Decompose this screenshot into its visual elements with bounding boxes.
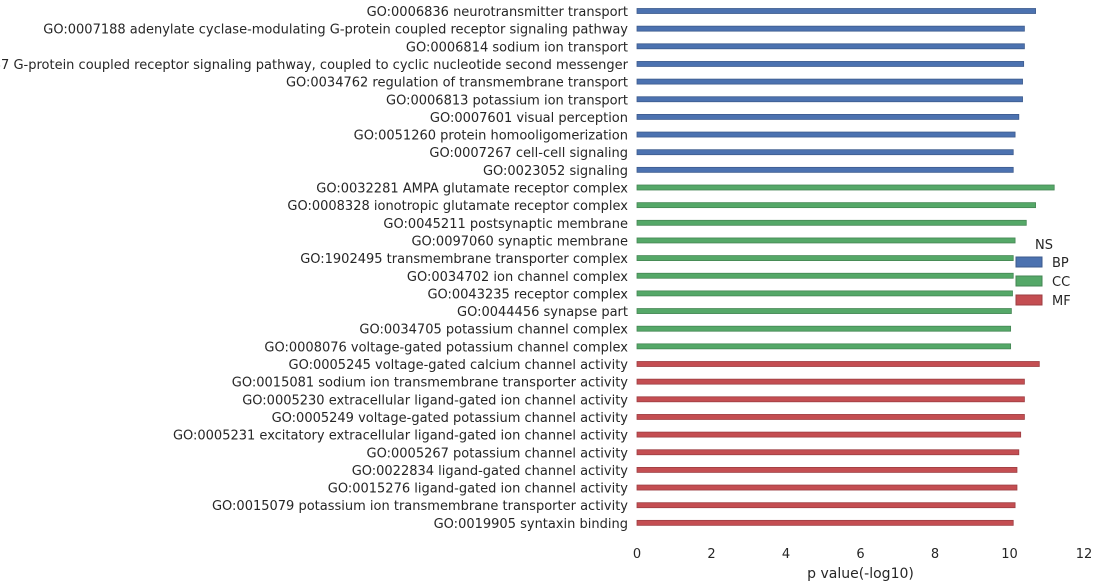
legend-swatch-mf	[1015, 294, 1043, 306]
legend-swatch-bp	[1015, 256, 1043, 268]
bar-bp	[636, 43, 1025, 50]
category-label: GO:0043235 receptor complex	[427, 287, 628, 302]
category-label: GO:0034762 regulation of transmembrane t…	[286, 76, 628, 91]
bar-mf	[636, 396, 1025, 403]
x-axis-title: p value(-log10)	[807, 566, 914, 582]
category-label: GO:0015079 potassium ion transmembrane t…	[212, 499, 628, 514]
bar-bp	[636, 149, 1014, 156]
category-label: GO:0005230 extracellular ligand-gated io…	[242, 393, 628, 408]
bar-cc	[636, 237, 1016, 244]
legend-swatch-cc	[1015, 275, 1043, 287]
legend-label-cc: CC	[1052, 275, 1070, 290]
category-label: GO:0044456 synapse part	[457, 305, 628, 320]
category-label: GO:0006836 neurotransmitter transport	[367, 5, 628, 20]
bar-mf	[636, 378, 1025, 385]
bar-cc	[636, 290, 1013, 297]
bar-mf	[636, 484, 1018, 491]
category-label: GO:0015081 sodium ion transmembrane tran…	[232, 376, 628, 391]
category-label: GO:0007187 G-protein coupled receptor si…	[0, 58, 629, 73]
category-label: GO:0034705 potassium channel complex	[359, 323, 628, 338]
category-label: GO:0008076 voltage-gated potassium chann…	[264, 340, 628, 355]
bar-mf	[636, 449, 1020, 456]
bar-cc	[636, 308, 1012, 314]
bar-bp	[636, 8, 1036, 14]
category-label: GO:0051260 protein homooligomerization	[354, 129, 628, 144]
legend-label-bp: BP	[1052, 256, 1069, 271]
category-label: GO:0006814 sodium ion transport	[406, 40, 628, 55]
legend-title: NS	[1035, 238, 1053, 253]
bar-cc	[636, 272, 1014, 279]
bar-bp	[636, 78, 1023, 85]
bar-cc	[636, 343, 1012, 350]
bar-bp	[636, 25, 1025, 32]
category-label: GO:0015276 ligand-gated ion channel acti…	[328, 482, 629, 497]
category-labels: GO:0006836 neurotransmitter transport GO:…	[0, 5, 629, 532]
x-tick-label: 10	[1001, 547, 1018, 562]
category-label: GO:1902495 transmembrane transporter com…	[300, 252, 628, 267]
bar-mf	[636, 414, 1025, 420]
bar-bp	[636, 131, 1016, 138]
bar-mf	[636, 502, 1016, 509]
bar-bp	[636, 96, 1023, 103]
category-label: GO:0006813 potassium ion transport	[386, 93, 628, 108]
category-label: GO:0022834 ligand-gated channel activity	[352, 464, 629, 479]
x-tick-label: 0	[633, 547, 641, 562]
category-label: GO:0005267 potassium channel activity	[367, 446, 629, 461]
bar-cc	[636, 255, 1014, 262]
x-tick-label: 8	[931, 547, 939, 562]
category-label: GO:0032281 AMPA glutamate receptor compl…	[316, 182, 628, 197]
x-tick-label: 6	[856, 547, 864, 562]
bar-mf	[636, 519, 1014, 526]
bar-cc	[636, 219, 1027, 226]
category-label: GO:0019905 syntaxin binding	[434, 517, 628, 532]
category-label: GO:0097060 synaptic membrane	[411, 234, 628, 249]
category-label: GO:0005231 excitatory extracellular liga…	[173, 429, 628, 444]
x-tick-label: 4	[782, 547, 790, 562]
legend-label-mf: MF	[1052, 294, 1071, 309]
bars-layer	[636, 8, 1055, 526]
category-label: GO:0007267 cell-cell signaling	[429, 146, 628, 161]
bar-mf	[636, 466, 1018, 473]
category-label: GO:0008328 ionotropic glutamate receptor…	[287, 199, 628, 214]
bar-bp	[636, 61, 1025, 67]
category-label: GO:0005249 voltage-gated potassium chann…	[272, 411, 629, 426]
x-tick-label: 2	[707, 547, 715, 562]
bar-mf	[636, 361, 1040, 367]
category-label: GO:0034702 ion channel complex	[407, 270, 628, 285]
bar-cc	[636, 184, 1055, 191]
category-label: GO:0007188 adenylate cyclase-modulating …	[43, 23, 628, 38]
category-label: GO:0007601 visual perception	[430, 111, 628, 126]
bar-cc	[636, 325, 1012, 332]
bar-cc	[636, 202, 1036, 209]
category-label: GO:0045211 postsynaptic membrane	[383, 217, 628, 232]
bar-mf	[636, 431, 1022, 438]
bar-bp	[636, 114, 1020, 120]
category-label: GO:0023052 signaling	[483, 164, 628, 179]
bar-bp	[636, 166, 1014, 173]
legend: NS BP CC MF	[1015, 238, 1071, 309]
x-tick-label: 12	[1076, 547, 1093, 562]
category-label: GO:0005245 voltage-gated calcium channel…	[289, 358, 629, 373]
x-axis: 0 2 4 6 8 10 12	[633, 547, 1092, 562]
